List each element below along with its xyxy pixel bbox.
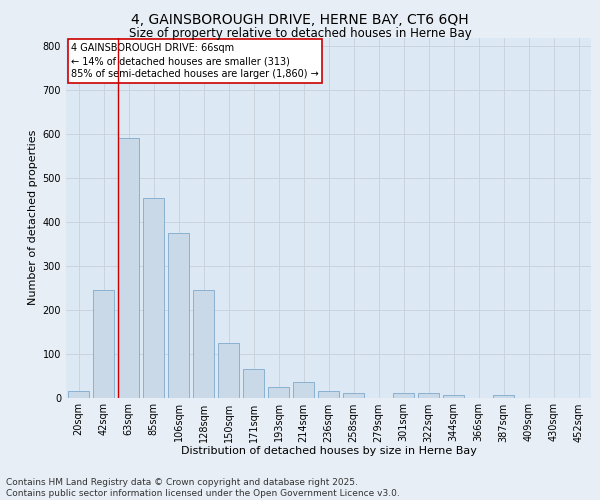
Bar <box>493 396 514 398</box>
Bar <box>293 382 314 398</box>
Bar <box>68 391 89 398</box>
Y-axis label: Number of detached properties: Number of detached properties <box>28 130 38 305</box>
Text: Contains HM Land Registry data © Crown copyright and database right 2025.
Contai: Contains HM Land Registry data © Crown c… <box>6 478 400 498</box>
X-axis label: Distribution of detached houses by size in Herne Bay: Distribution of detached houses by size … <box>181 446 476 456</box>
Bar <box>193 290 214 398</box>
Bar <box>218 342 239 398</box>
Bar <box>243 369 264 398</box>
Bar <box>143 198 164 398</box>
Text: 4, GAINSBOROUGH DRIVE, HERNE BAY, CT6 6QH: 4, GAINSBOROUGH DRIVE, HERNE BAY, CT6 6Q… <box>131 12 469 26</box>
Bar <box>343 393 364 398</box>
Bar <box>318 391 339 398</box>
Bar <box>393 393 414 398</box>
Bar <box>118 138 139 398</box>
Bar <box>168 233 189 398</box>
Bar <box>93 290 114 398</box>
Text: Size of property relative to detached houses in Herne Bay: Size of property relative to detached ho… <box>128 28 472 40</box>
Bar <box>268 386 289 398</box>
Bar <box>443 396 464 398</box>
Bar <box>418 393 439 398</box>
Text: 4 GAINSBOROUGH DRIVE: 66sqm
← 14% of detached houses are smaller (313)
85% of se: 4 GAINSBOROUGH DRIVE: 66sqm ← 14% of det… <box>71 43 319 80</box>
